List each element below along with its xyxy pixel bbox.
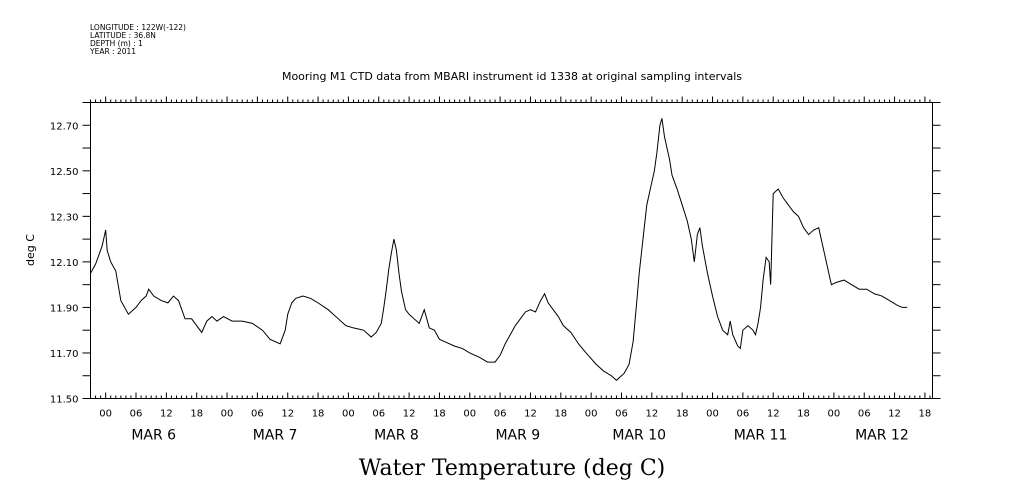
x-tick-label: 06	[858, 409, 871, 420]
y-axis-label: deg C	[24, 234, 37, 266]
x-tick-label: 18	[312, 409, 325, 420]
x-day-label: MAR 10	[612, 428, 666, 444]
x-axis-label: Water Temperature (deg C)	[359, 456, 666, 481]
x-day-label: MAR 6	[131, 428, 176, 444]
latitude-label: LATITUDE : 36.8N	[90, 31, 156, 40]
x-tick-label: 06	[736, 409, 749, 420]
x-tick-label: 00	[706, 409, 719, 420]
x-tick-label: 00	[828, 409, 841, 420]
y-tick-label: 11.50	[50, 395, 79, 406]
y-tick-label: 12.70	[50, 121, 79, 132]
x-day-label: MAR 7	[253, 428, 298, 444]
x-tick-label: 12	[281, 409, 294, 420]
x-tick-label: 00	[342, 409, 355, 420]
temperature-series-line	[90, 118, 908, 381]
x-tick-label: 06	[494, 409, 507, 420]
x-tick-label: 12	[160, 409, 173, 420]
y-tick-label: 12.10	[50, 258, 79, 269]
x-tick-label: 12	[645, 409, 658, 420]
plot-frame	[90, 102, 933, 399]
year-label: YEAR : 2011	[90, 47, 137, 56]
x-tick-label: 06	[130, 409, 143, 420]
x-tick-label: 00	[99, 409, 112, 420]
x-tick-label: 18	[676, 409, 689, 420]
x-tick-label: 06	[615, 409, 628, 420]
y-axis: 11.50 11.70 11.90 12.10 12.30 12.50 12.70	[50, 102, 941, 406]
x-day-label: MAR 12	[855, 428, 909, 444]
x-day-label: MAR 11	[734, 428, 788, 444]
x-tick-label: 12	[888, 409, 901, 420]
y-tick-label: 12.50	[50, 167, 79, 178]
x-tick-label: 06	[251, 409, 264, 420]
x-tick-label: 18	[433, 409, 446, 420]
x-tick-label: 12	[767, 409, 780, 420]
day-labels: MAR 6 MAR 7 MAR 8 MAR 9 MAR 10 MAR 11 MAR 12	[131, 428, 908, 444]
x-tick-label: 12	[524, 409, 537, 420]
x-tick-label: 18	[797, 409, 810, 420]
chart-title: Mooring M1 CTD data from MBARI instrumen…	[282, 70, 742, 83]
x-tick-label: 18	[919, 409, 932, 420]
x-axis: 00 06 12 18 00 06 12 18 00 06 12 18 00 06 12 18 00 06 12 18…	[99, 409, 931, 420]
x-tick-label: 18	[190, 409, 203, 420]
depth-label: DEPTH (m) : 1	[90, 39, 143, 48]
y-tick-label: 11.70	[50, 349, 79, 360]
longitude-label: LONGITUDE : 122W(-122)	[90, 23, 186, 32]
x-day-label: MAR 9	[495, 428, 540, 444]
x-tick-label: 12	[403, 409, 416, 420]
x-tick-label: 18	[554, 409, 567, 420]
x-minor-ticks	[90, 96, 931, 399]
x-tick-label: 00	[221, 409, 234, 420]
x-tick-label: 06	[372, 409, 385, 420]
x-tick-label: 00	[585, 409, 598, 420]
y-tick-label: 11.90	[50, 303, 79, 314]
x-day-label: MAR 8	[374, 428, 419, 444]
y-tick-label: 12.30	[50, 212, 79, 223]
x-tick-label: 00	[463, 409, 476, 420]
